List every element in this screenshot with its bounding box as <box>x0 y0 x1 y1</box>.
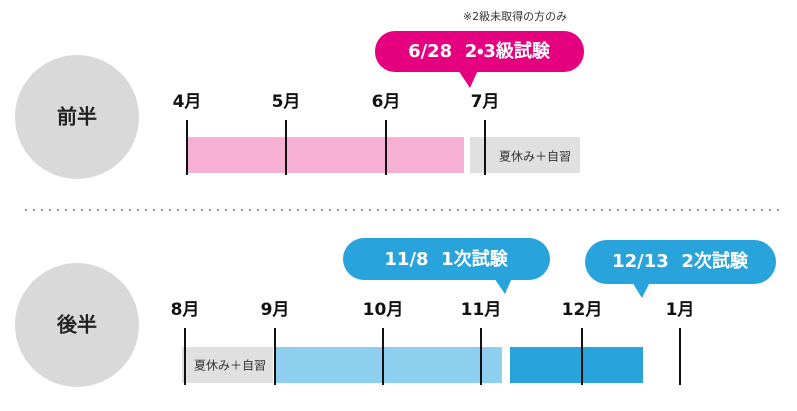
study-period <box>510 347 643 383</box>
month-label: 8月 <box>171 300 200 320</box>
month-label: 6月 <box>372 92 401 112</box>
break-period <box>470 137 580 173</box>
section-circle <box>15 263 139 387</box>
section-label: 後半 <box>56 313 97 337</box>
note: ※2級未取得の方のみ <box>463 9 567 23</box>
section-circle <box>15 55 139 179</box>
callout: 11/8 1次試験 <box>343 238 550 294</box>
callout-text: 6/28 2・3級試験 <box>408 40 551 62</box>
callout: 12/13 2次試験 <box>585 240 776 298</box>
month-label: 12月 <box>562 300 603 320</box>
month-label: 11月 <box>461 300 502 320</box>
break-period <box>182 347 273 383</box>
month-label: 4月 <box>173 92 202 112</box>
month-label: 7月 <box>471 92 500 112</box>
month-label: 1月 <box>666 300 695 320</box>
callout-text: 12/13 2次試験 <box>612 250 749 272</box>
study-period <box>187 137 464 173</box>
month-label: 9月 <box>261 300 290 320</box>
month-label: 10月 <box>363 300 404 320</box>
callout: 6/28 2・3級試験 <box>375 31 584 88</box>
break-label: 夏休み＋自習 <box>194 359 266 373</box>
break-label: 夏休み＋自習 <box>499 150 571 164</box>
month-label: 5月 <box>272 92 301 112</box>
callout-text: 11/8 1次試験 <box>384 248 508 270</box>
study-period <box>275 347 502 383</box>
section-label: 前半 <box>57 105 97 129</box>
